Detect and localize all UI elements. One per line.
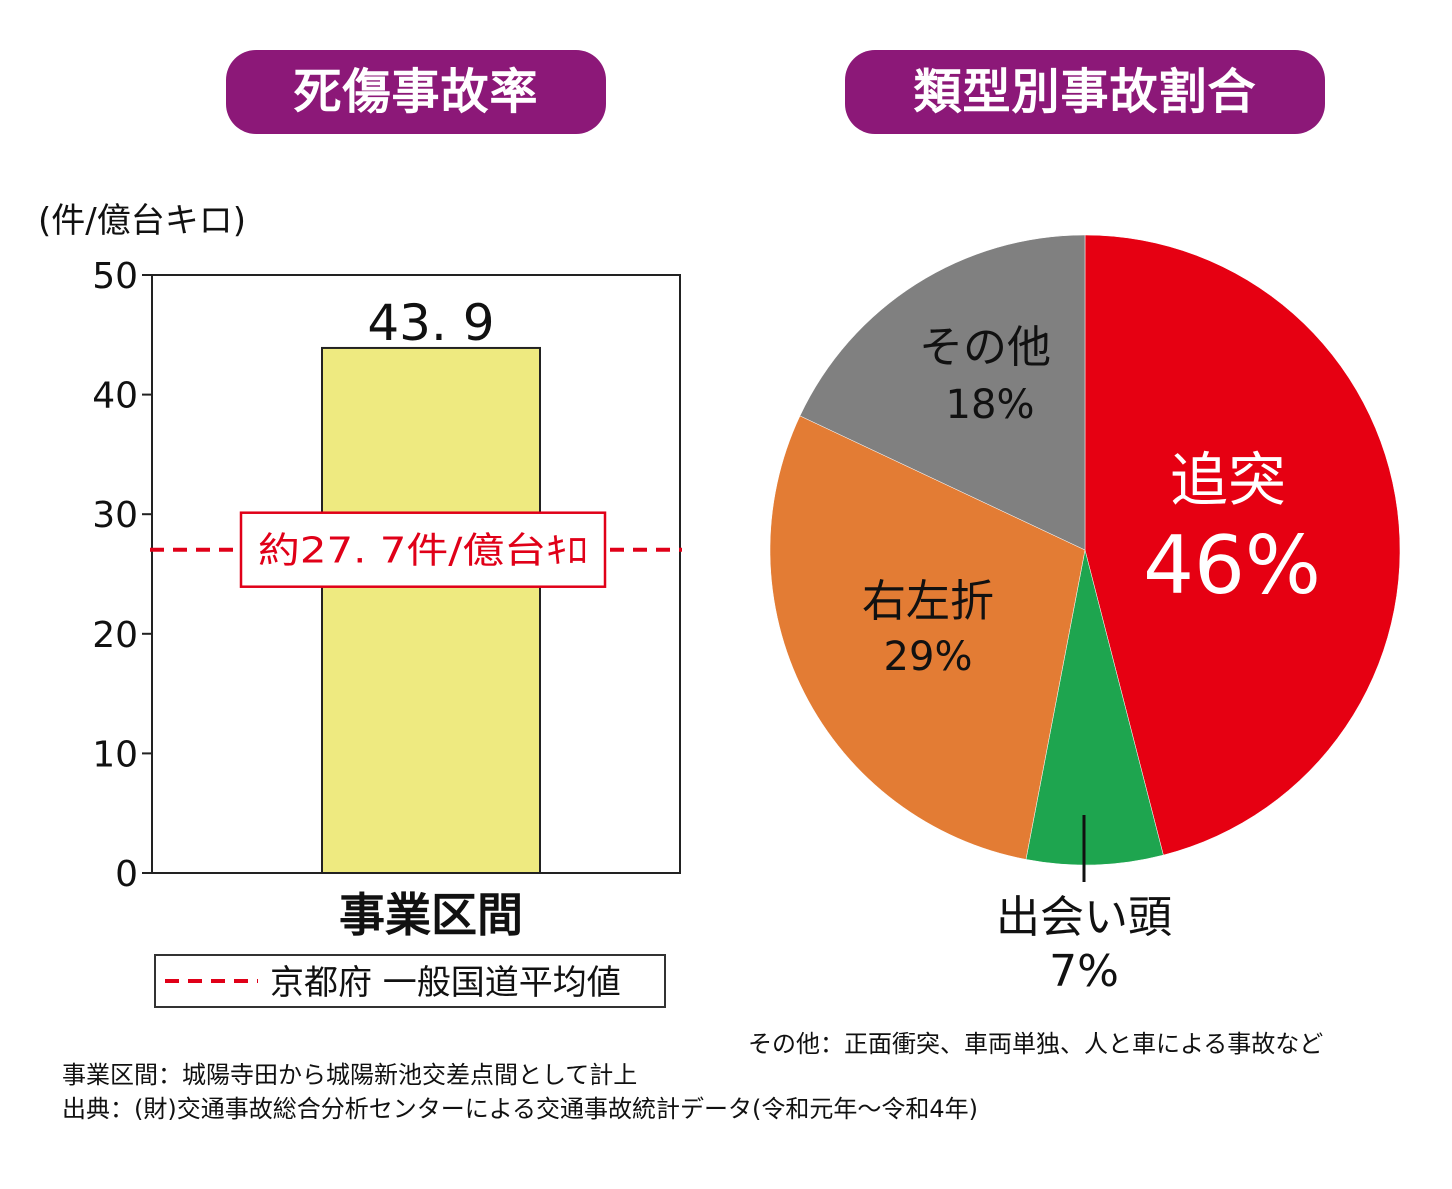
reference-label: 約27. 7件/億台ｷﾛ: [258, 531, 588, 572]
legend-label: 京都府 一般国道平均値: [270, 963, 621, 1003]
other-category-note: その他：正面衝突、車両単独、人と車による事故など: [748, 1030, 1324, 1058]
y-tick-label: 20: [92, 615, 138, 656]
reference-label-box: [239, 511, 607, 588]
pie-label-rear-end: 追突: [1170, 446, 1286, 514]
y-tick-label: 30: [92, 495, 138, 536]
bar-chart-title: 死傷事故率: [226, 50, 606, 134]
y-axis-unit-label: (件/億台キロ): [38, 201, 246, 241]
section-note: 事業区間：城陽寺田から城陽新池交差点間として計上: [62, 1061, 638, 1089]
pie-chart-title: 類型別事故割合: [845, 50, 1325, 134]
y-tick-label: 10: [92, 734, 138, 775]
bar-事業区間: [321, 346, 541, 874]
source-notes: 事業区間：城陽寺田から城陽新池交差点間として計上 出典：(財)交通事故総合分析セ…: [62, 1058, 978, 1126]
y-tick-label: 40: [92, 376, 138, 417]
pie-slice-追突: [1084, 234, 1401, 856]
pie-slice-右左折: [769, 415, 1086, 860]
pie-value-head-on: 7%: [1049, 946, 1119, 997]
bar-value-label: 43. 9: [367, 294, 494, 352]
pie-label-head-on: 出会い頭: [996, 892, 1172, 943]
y-tick-label: 0: [115, 854, 138, 895]
pie-value-turning: 29%: [884, 634, 973, 680]
pie-value-rear-end: 46%: [1143, 519, 1321, 612]
pie-label-other: その他: [919, 322, 1051, 373]
pie-value-other: 18%: [946, 382, 1035, 428]
pie-slice-出会い頭: [1025, 549, 1164, 866]
x-category-label: 事業区間: [339, 888, 523, 942]
source-note: 出典：(財)交通事故総合分析センターによる交通事故統計データ(令和元年〜令和4年…: [62, 1095, 978, 1123]
y-tick-label: 50: [92, 256, 138, 297]
pie-slice-その他: [799, 234, 1086, 551]
pie-label-turning: 右左折: [862, 576, 994, 627]
